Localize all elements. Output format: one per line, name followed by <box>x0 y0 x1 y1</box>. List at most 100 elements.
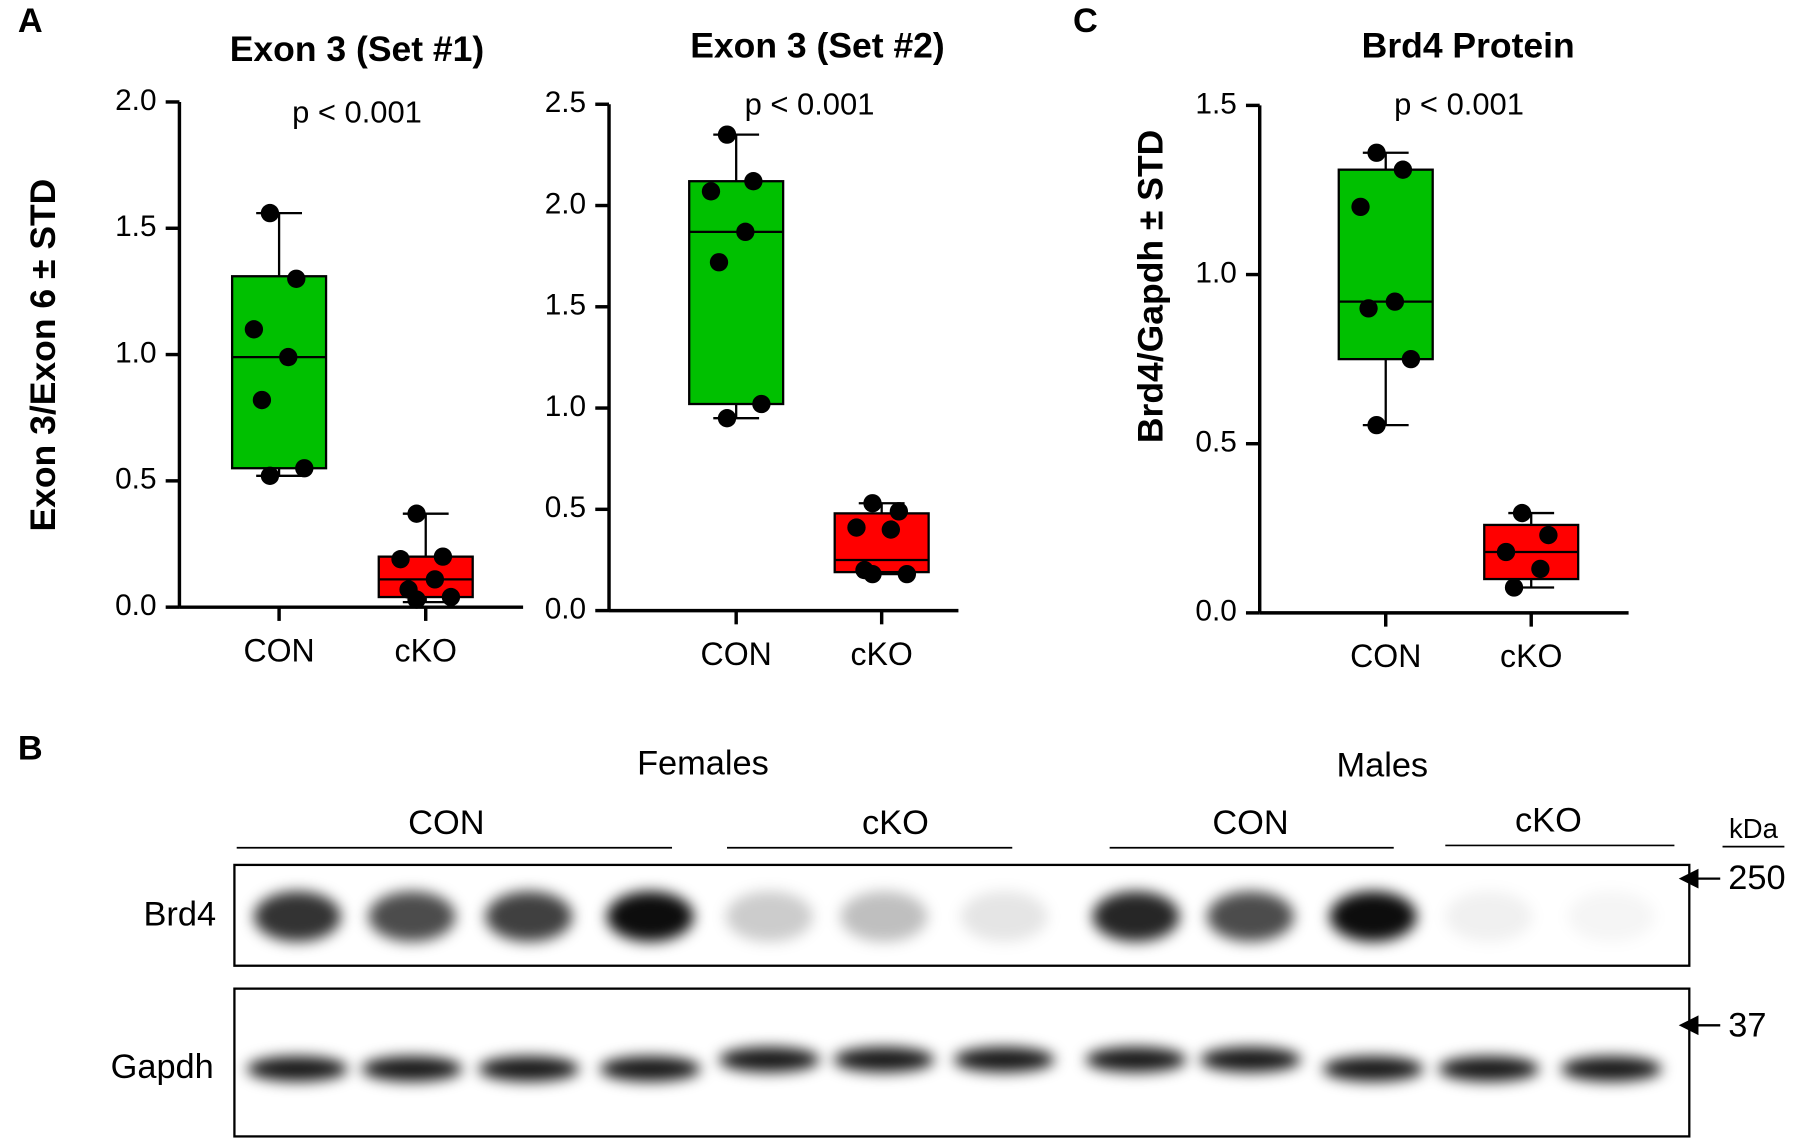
band <box>1561 1056 1662 1082</box>
y-tick-label: 2.0 <box>115 84 156 117</box>
data-point <box>295 459 314 478</box>
band <box>253 891 341 942</box>
row-label: Gapdh <box>111 1048 214 1086</box>
data-point <box>391 549 410 569</box>
data-point <box>1385 292 1405 311</box>
data-point <box>717 409 737 428</box>
y-tick-label: 2.0 <box>545 187 586 220</box>
band <box>833 1047 935 1073</box>
chart-title: Exon 3 (Set #1) <box>230 29 485 69</box>
data-point <box>709 253 729 272</box>
x-tick-label: cKO <box>1500 638 1562 674</box>
y-tick-label: 2.5 <box>545 86 586 119</box>
band <box>361 1056 463 1082</box>
y-tick-label: 1.5 <box>1195 87 1236 120</box>
band <box>1085 1047 1187 1073</box>
data-point <box>260 466 280 485</box>
x-tick-label: cKO <box>395 632 457 668</box>
data-point <box>433 547 453 566</box>
y-tick-label: 1.0 <box>1195 256 1236 289</box>
data-point <box>1531 559 1550 579</box>
panel-label: B <box>18 729 43 767</box>
y-axis-label: Exon 3/Exon 6 ± STD <box>23 179 63 532</box>
band <box>953 1047 1055 1073</box>
data-point <box>1504 578 1524 597</box>
group-label: Females <box>637 744 769 782</box>
y-tick-label: 1.5 <box>115 210 156 243</box>
marker-label: 37 <box>1728 1007 1766 1045</box>
data-point <box>252 390 272 410</box>
band <box>725 891 813 942</box>
data-point <box>425 570 445 589</box>
chart-title: Exon 3 (Set #2) <box>690 25 945 65</box>
band <box>1200 1047 1301 1073</box>
y-tick-label: 1.0 <box>545 390 586 423</box>
band <box>1322 1056 1424 1082</box>
data-point <box>279 347 298 367</box>
data-point <box>1496 542 1516 562</box>
row-label: Brd4 <box>144 896 217 934</box>
data-point <box>717 125 737 144</box>
band <box>478 1056 580 1082</box>
data-point <box>441 587 461 607</box>
panel-label: A <box>18 2 43 40</box>
data-point <box>897 564 917 584</box>
band <box>1445 891 1533 942</box>
x-tick-label: CON <box>243 632 314 668</box>
data-point <box>1367 143 1386 162</box>
y-axis-label: Brd4/Gapdh ± STD <box>1131 130 1171 443</box>
data-point <box>1359 299 1378 318</box>
annotation: p < 0.001 <box>745 87 875 122</box>
y-tick-label: 0.0 <box>115 589 156 622</box>
data-point <box>863 494 882 513</box>
annotation: p < 0.001 <box>292 95 422 130</box>
data-point <box>287 269 306 288</box>
data-point <box>1512 503 1532 523</box>
group-label: Males <box>1336 747 1428 785</box>
y-tick-label: 1.0 <box>115 336 156 369</box>
data-point <box>407 504 426 523</box>
x-tick-label: CON <box>701 636 772 672</box>
panel-label: C <box>1073 2 1098 40</box>
data-point <box>244 320 264 339</box>
underlines <box>236 844 1785 849</box>
box <box>688 180 785 406</box>
data-point <box>863 564 882 584</box>
band <box>1329 891 1417 942</box>
bands <box>247 891 1662 1082</box>
marker-arrows <box>1678 868 1721 1036</box>
box <box>230 275 328 470</box>
band <box>485 891 573 942</box>
x-tick-label: CON <box>1350 638 1421 674</box>
data-point <box>744 172 763 191</box>
condition-label: cKO <box>862 804 929 842</box>
band <box>1207 891 1295 942</box>
data-point <box>1367 415 1386 435</box>
y-tick-label: 1.5 <box>545 289 586 322</box>
band <box>1438 1056 1540 1082</box>
marker-label: 250 <box>1728 859 1785 897</box>
unit-label: kDa <box>1729 813 1779 844</box>
western-blot: Females Males CON cKO CON cKO kDa Brd4 G… <box>111 744 1786 1138</box>
y-tick-label: 0.5 <box>1195 426 1236 459</box>
data-point <box>881 520 900 539</box>
data-point <box>889 502 909 521</box>
box <box>833 512 930 574</box>
data-point <box>1539 525 1558 545</box>
data-point <box>1401 349 1421 369</box>
y-tick-label: 0.5 <box>545 491 586 524</box>
condition-label: cKO <box>1515 802 1582 840</box>
band <box>1567 891 1655 942</box>
condition-label: CON <box>408 804 484 842</box>
data-point <box>260 203 280 223</box>
y-tick-label: 0.0 <box>545 592 586 625</box>
condition-label: CON <box>1212 804 1288 842</box>
band <box>840 891 928 942</box>
data-point <box>701 182 721 201</box>
data-point <box>1393 160 1413 179</box>
band <box>599 1056 701 1082</box>
band <box>368 891 456 942</box>
data-point <box>752 394 771 414</box>
band <box>606 891 694 942</box>
